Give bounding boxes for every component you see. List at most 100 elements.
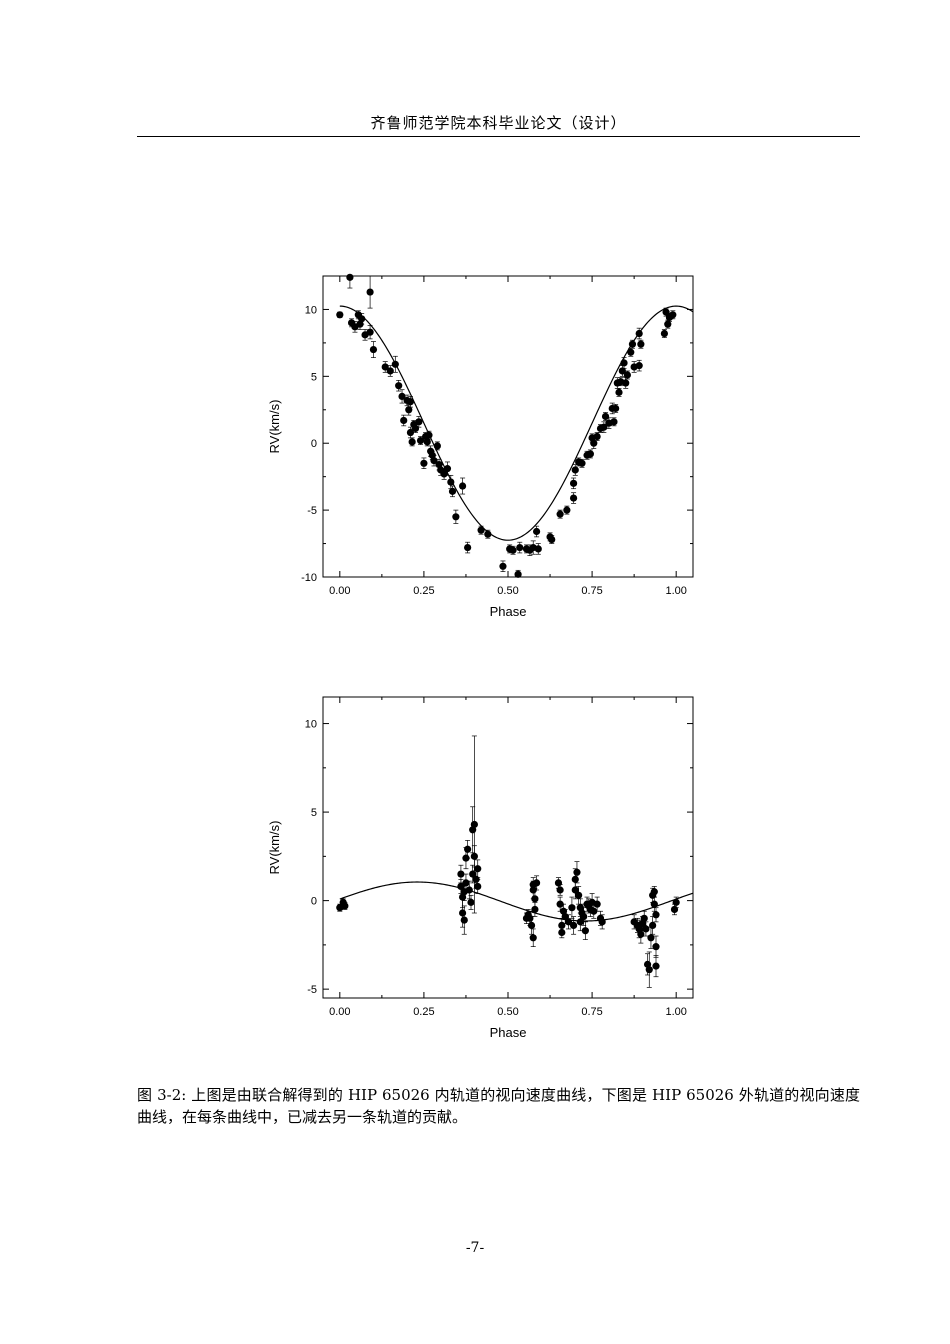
y-tick-label: 0 [311, 438, 317, 450]
data-point [627, 348, 635, 356]
y-tick-label: 0 [311, 896, 317, 908]
x-tick-label: 0.75 [581, 585, 602, 597]
data-point [381, 363, 389, 371]
y-tick-label: -5 [307, 505, 317, 517]
data-point [516, 543, 524, 552]
data-point [628, 340, 637, 348]
data-point [447, 478, 455, 486]
data-point [568, 904, 576, 912]
data-point [425, 431, 433, 439]
data-point [484, 530, 492, 538]
data-point [571, 466, 579, 474]
data-point [452, 513, 460, 521]
y-tick-label: -10 [301, 572, 317, 584]
model-fit-curve [339, 881, 694, 922]
data-point [670, 905, 679, 914]
data-point [443, 465, 452, 473]
x-tick-label: 1.00 [665, 585, 686, 597]
data-point [527, 921, 536, 930]
data-point [433, 442, 441, 450]
data-point [534, 545, 542, 553]
y-tick-label: 10 [305, 304, 317, 316]
x-tick-label: 0.00 [329, 585, 350, 597]
data-point [569, 921, 578, 930]
data-point [458, 909, 467, 917]
data-point [464, 845, 472, 853]
data-point [610, 418, 618, 426]
data-point [598, 918, 606, 926]
data-point [590, 907, 598, 915]
data-point [474, 865, 482, 873]
x-axis-label: Phase [490, 604, 527, 619]
x-tick-label: 0.50 [497, 1006, 518, 1018]
data-point [400, 416, 408, 425]
data-point [642, 925, 650, 933]
outer-orbit-rv-chart: 0.00 0.25 0.50 0.75 1.00 -5 0 5 10 Phase RV(km/s) [267, 696, 694, 1040]
data-point [474, 882, 482, 891]
data-point [395, 382, 403, 390]
data-point [580, 912, 588, 921]
data-point [406, 398, 415, 406]
data-point [556, 900, 564, 908]
data-point [470, 852, 478, 860]
data-point [652, 962, 660, 970]
data-point [615, 388, 623, 396]
data-point [645, 966, 653, 974]
data-point [366, 288, 374, 296]
data-point [558, 928, 566, 937]
data-point [470, 820, 478, 829]
data-point [462, 879, 470, 887]
data-point [635, 362, 643, 370]
data-point [336, 311, 344, 319]
data-point [391, 360, 399, 368]
data-point [499, 562, 507, 570]
data-point [618, 367, 626, 375]
data-point [569, 479, 578, 487]
data-point [532, 527, 541, 536]
x-tick-label: 0.00 [329, 1006, 350, 1018]
data-point [430, 457, 438, 465]
y-axis-label: RV(km/s) [267, 821, 282, 875]
data-point [556, 510, 564, 518]
data-point [467, 898, 475, 906]
x-tick-label: 0.50 [497, 585, 518, 597]
data-point [672, 898, 680, 906]
data-point [571, 875, 579, 883]
data-point [601, 412, 610, 421]
data-point [556, 886, 564, 894]
data-point [578, 459, 586, 467]
x-axis-label: Phase [490, 1025, 527, 1040]
data-point [406, 428, 415, 437]
data-point [593, 900, 601, 908]
data-point [563, 506, 571, 514]
data-point [514, 570, 522, 578]
data-point [531, 895, 539, 903]
x-tick-label: 1.00 [665, 1006, 686, 1018]
data-point [652, 911, 660, 919]
data-point [590, 439, 598, 447]
data-point [386, 367, 394, 375]
data-point [581, 927, 589, 935]
plot-frame [322, 696, 694, 999]
data-point [415, 418, 423, 426]
data-point [458, 482, 467, 490]
data-point [650, 888, 658, 896]
data-point [341, 902, 349, 910]
data-point [460, 916, 468, 924]
data-point [647, 934, 655, 942]
inner-orbit-rv-chart: 0.00 0.25 0.50 0.75 1.00 -10 -5 0 5 10 Phase RV(km/… [267, 273, 694, 619]
data-point [346, 273, 354, 281]
data-point [464, 543, 472, 552]
data-point [440, 470, 448, 478]
data-point [358, 315, 366, 323]
data-point [366, 328, 374, 336]
data-point [411, 424, 420, 433]
data-point [408, 438, 416, 446]
data-point [669, 311, 677, 319]
y-axis-label: RV(km/s) [267, 400, 282, 454]
x-tick-label: 0.25 [413, 585, 434, 597]
data-point [637, 340, 645, 348]
data-point [448, 487, 457, 495]
data-point [465, 886, 473, 894]
y-tick-label: 5 [311, 807, 317, 819]
